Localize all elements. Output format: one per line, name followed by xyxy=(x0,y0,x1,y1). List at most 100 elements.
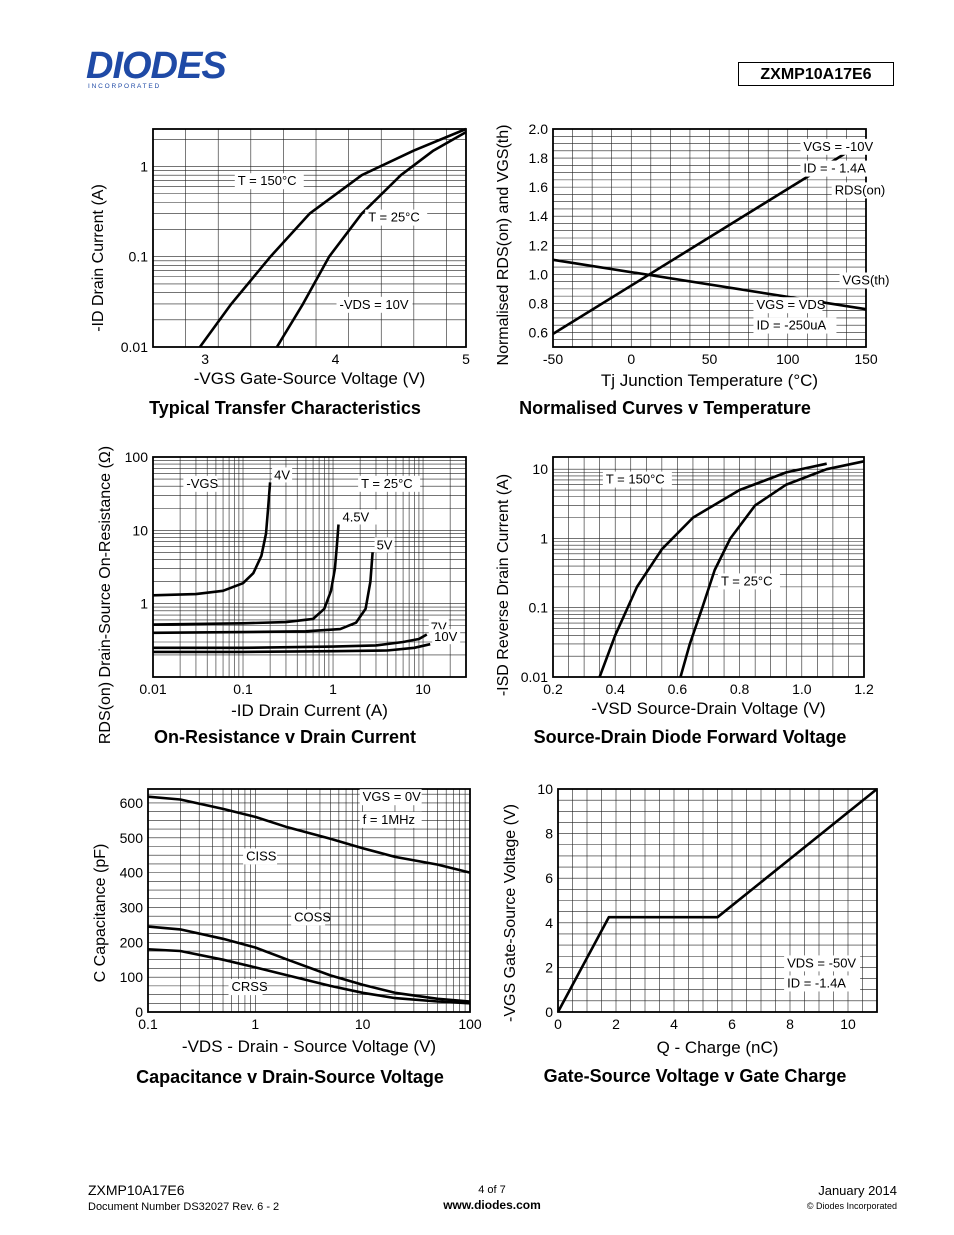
y-tick-label: 100 xyxy=(125,449,149,465)
y-tick-label: 600 xyxy=(120,795,144,811)
y-tick-label: 200 xyxy=(120,934,144,950)
annotation-bg xyxy=(183,475,218,492)
part-number-box: ZXMP10A17E6 xyxy=(738,62,894,86)
x-axis-label: -VDS - Drain - Source Voltage (V) xyxy=(182,1037,436,1056)
logo-subtext: I N C O R P O R A T E D xyxy=(88,83,159,90)
plot-frame xyxy=(552,128,867,348)
series-label: 4V xyxy=(274,467,290,482)
annotation: COSS xyxy=(294,909,331,924)
footer-doc-number: Document Number DS32027 Rev. 6 - 2 xyxy=(88,1201,280,1213)
x-axis-label: -ID Drain Current (A) xyxy=(231,701,388,720)
annotation-bg xyxy=(359,811,422,828)
y-tick-label: 1.2 xyxy=(529,237,549,253)
series-line-crss xyxy=(147,948,471,1005)
x-axis-label: -VGS Gate-Source Voltage (V) xyxy=(194,369,426,388)
series-line-ciss xyxy=(147,795,471,874)
x-tick-label: 3 xyxy=(201,351,209,367)
plot-frame xyxy=(557,788,878,1013)
y-tick-label: 0.8 xyxy=(529,295,549,311)
y-tick-label: 500 xyxy=(120,830,144,846)
series-label-bg xyxy=(272,467,293,483)
x-tick-label: 10 xyxy=(355,1016,371,1032)
series-line-10v xyxy=(153,642,431,654)
series-label-bg xyxy=(432,629,461,645)
annotation: VGS(th) xyxy=(843,273,890,288)
annotation: -VGS xyxy=(186,476,218,491)
series-line-vgs xyxy=(556,787,878,1013)
caption-diode: Source-Drain Diode Forward Voltage xyxy=(533,727,847,747)
x-tick-label: 0.2 xyxy=(543,681,563,697)
x-tick-label: 6 xyxy=(728,1016,736,1032)
annotation-bg xyxy=(228,979,263,996)
footer-page: 4 of 7 xyxy=(478,1184,506,1196)
y-tick-label: 4 xyxy=(545,915,553,931)
y-tick-label: 0.6 xyxy=(529,324,549,340)
annotation-bg xyxy=(831,182,887,199)
y-tick-label: 1.0 xyxy=(529,266,549,282)
y-tick-label: 300 xyxy=(120,899,144,915)
series-line-5v xyxy=(152,552,374,635)
logo-wordmark: DIODES xyxy=(86,45,226,87)
annotation-bg xyxy=(784,975,861,992)
footer-part-number: ZXMP10A17E6 xyxy=(88,1182,185,1198)
annotation: T = 25°C xyxy=(361,476,413,491)
y-axis-label: Normalised RDS(on) and VGS(th) xyxy=(495,125,512,366)
annotation: VDS = -50V xyxy=(787,955,856,970)
x-tick-label: 50 xyxy=(702,351,718,367)
y-axis-label: -ID Drain Current (A) xyxy=(90,184,107,332)
annotation-bg xyxy=(753,317,837,334)
annotation: RDS(on) xyxy=(835,182,886,197)
y-axis-label: RDS(on) Drain-Source On-Resistance (Ω) xyxy=(97,446,114,744)
diodes-logo: DIODES I N C O R P O R A T E D xyxy=(86,45,227,90)
annotation: T = 150°C xyxy=(238,173,297,188)
annotation: T = 25°C xyxy=(368,210,420,225)
y-tick-label: 1 xyxy=(140,596,148,612)
chart-diode: 0.2 0.4 0.6 0.8 1.0 1.2 0.01 0.1 1 10 -VSD Source-… xyxy=(495,456,874,718)
series-line-t-25-c xyxy=(275,130,467,348)
x-tick-label: 0.1 xyxy=(138,1016,158,1032)
annotation: ID = -250uA xyxy=(756,318,826,333)
chart-transfer: 3 4 5 0.01 0.1 1 -VGS Gate-Source Voltage (V) -… xyxy=(90,127,470,388)
x-axis-label: Q - Charge (nC) xyxy=(657,1038,779,1057)
annotation-bg xyxy=(800,160,884,177)
annotation-bg xyxy=(717,573,780,590)
annotation: -VDS = 10V xyxy=(339,297,408,312)
y-tick-label: 0.1 xyxy=(529,600,549,616)
x-axis-label: Tj Junction Temperature (°C) xyxy=(601,371,818,390)
annotation-bg xyxy=(753,297,823,314)
x-axis-label: -VSD Source-Drain Voltage (V) xyxy=(591,699,825,718)
series-line-7v xyxy=(153,633,428,650)
y-axis-label: -VGS Gate-Source Voltage (V) xyxy=(502,804,519,1022)
y-tick-label: 10 xyxy=(132,522,148,538)
x-tick-label: 0.1 xyxy=(233,681,253,697)
annotation: ID = -1.4A xyxy=(787,975,846,990)
x-tick-label: 0.6 xyxy=(668,681,688,697)
annotation: f = 1MHz xyxy=(363,812,415,827)
x-tick-label: 0 xyxy=(627,351,635,367)
y-tick-label: 1.8 xyxy=(529,150,549,166)
y-tick-label: 0 xyxy=(135,1004,143,1020)
y-axis-label: -ISD Reverse Drain Current (A) xyxy=(495,474,512,696)
chart-capacitance: 0.1 1 10 100 0 100 200 300 400 500 600 -VDS - Drain… xyxy=(92,788,482,1056)
series-label: 10V xyxy=(434,629,457,644)
series-label-bg xyxy=(374,537,395,553)
annotation-bg xyxy=(839,272,895,289)
x-tick-label: 10 xyxy=(840,1016,856,1032)
annotation: CISS xyxy=(246,848,277,863)
caption-normalised: Normalised Curves v Temperature xyxy=(519,398,811,418)
annotation: VGS = 0V xyxy=(363,789,421,804)
series-label: 4.5V xyxy=(342,510,369,525)
series-line-4-5v xyxy=(152,524,340,626)
annotation: VGS = -10V xyxy=(803,139,873,154)
series-label: 5V xyxy=(377,537,393,552)
annotation: VGS = VDS xyxy=(756,297,825,312)
footer-date: January 2014 xyxy=(818,1183,897,1198)
x-tick-label: 100 xyxy=(458,1016,482,1032)
y-tick-label: 1.4 xyxy=(529,208,549,224)
annotation-bg xyxy=(234,173,304,190)
y-tick-label: 10 xyxy=(532,461,548,477)
x-tick-label: 150 xyxy=(854,351,878,367)
footer-website[interactable]: www.diodes.com xyxy=(443,1198,541,1212)
y-tick-label: 100 xyxy=(120,969,144,985)
